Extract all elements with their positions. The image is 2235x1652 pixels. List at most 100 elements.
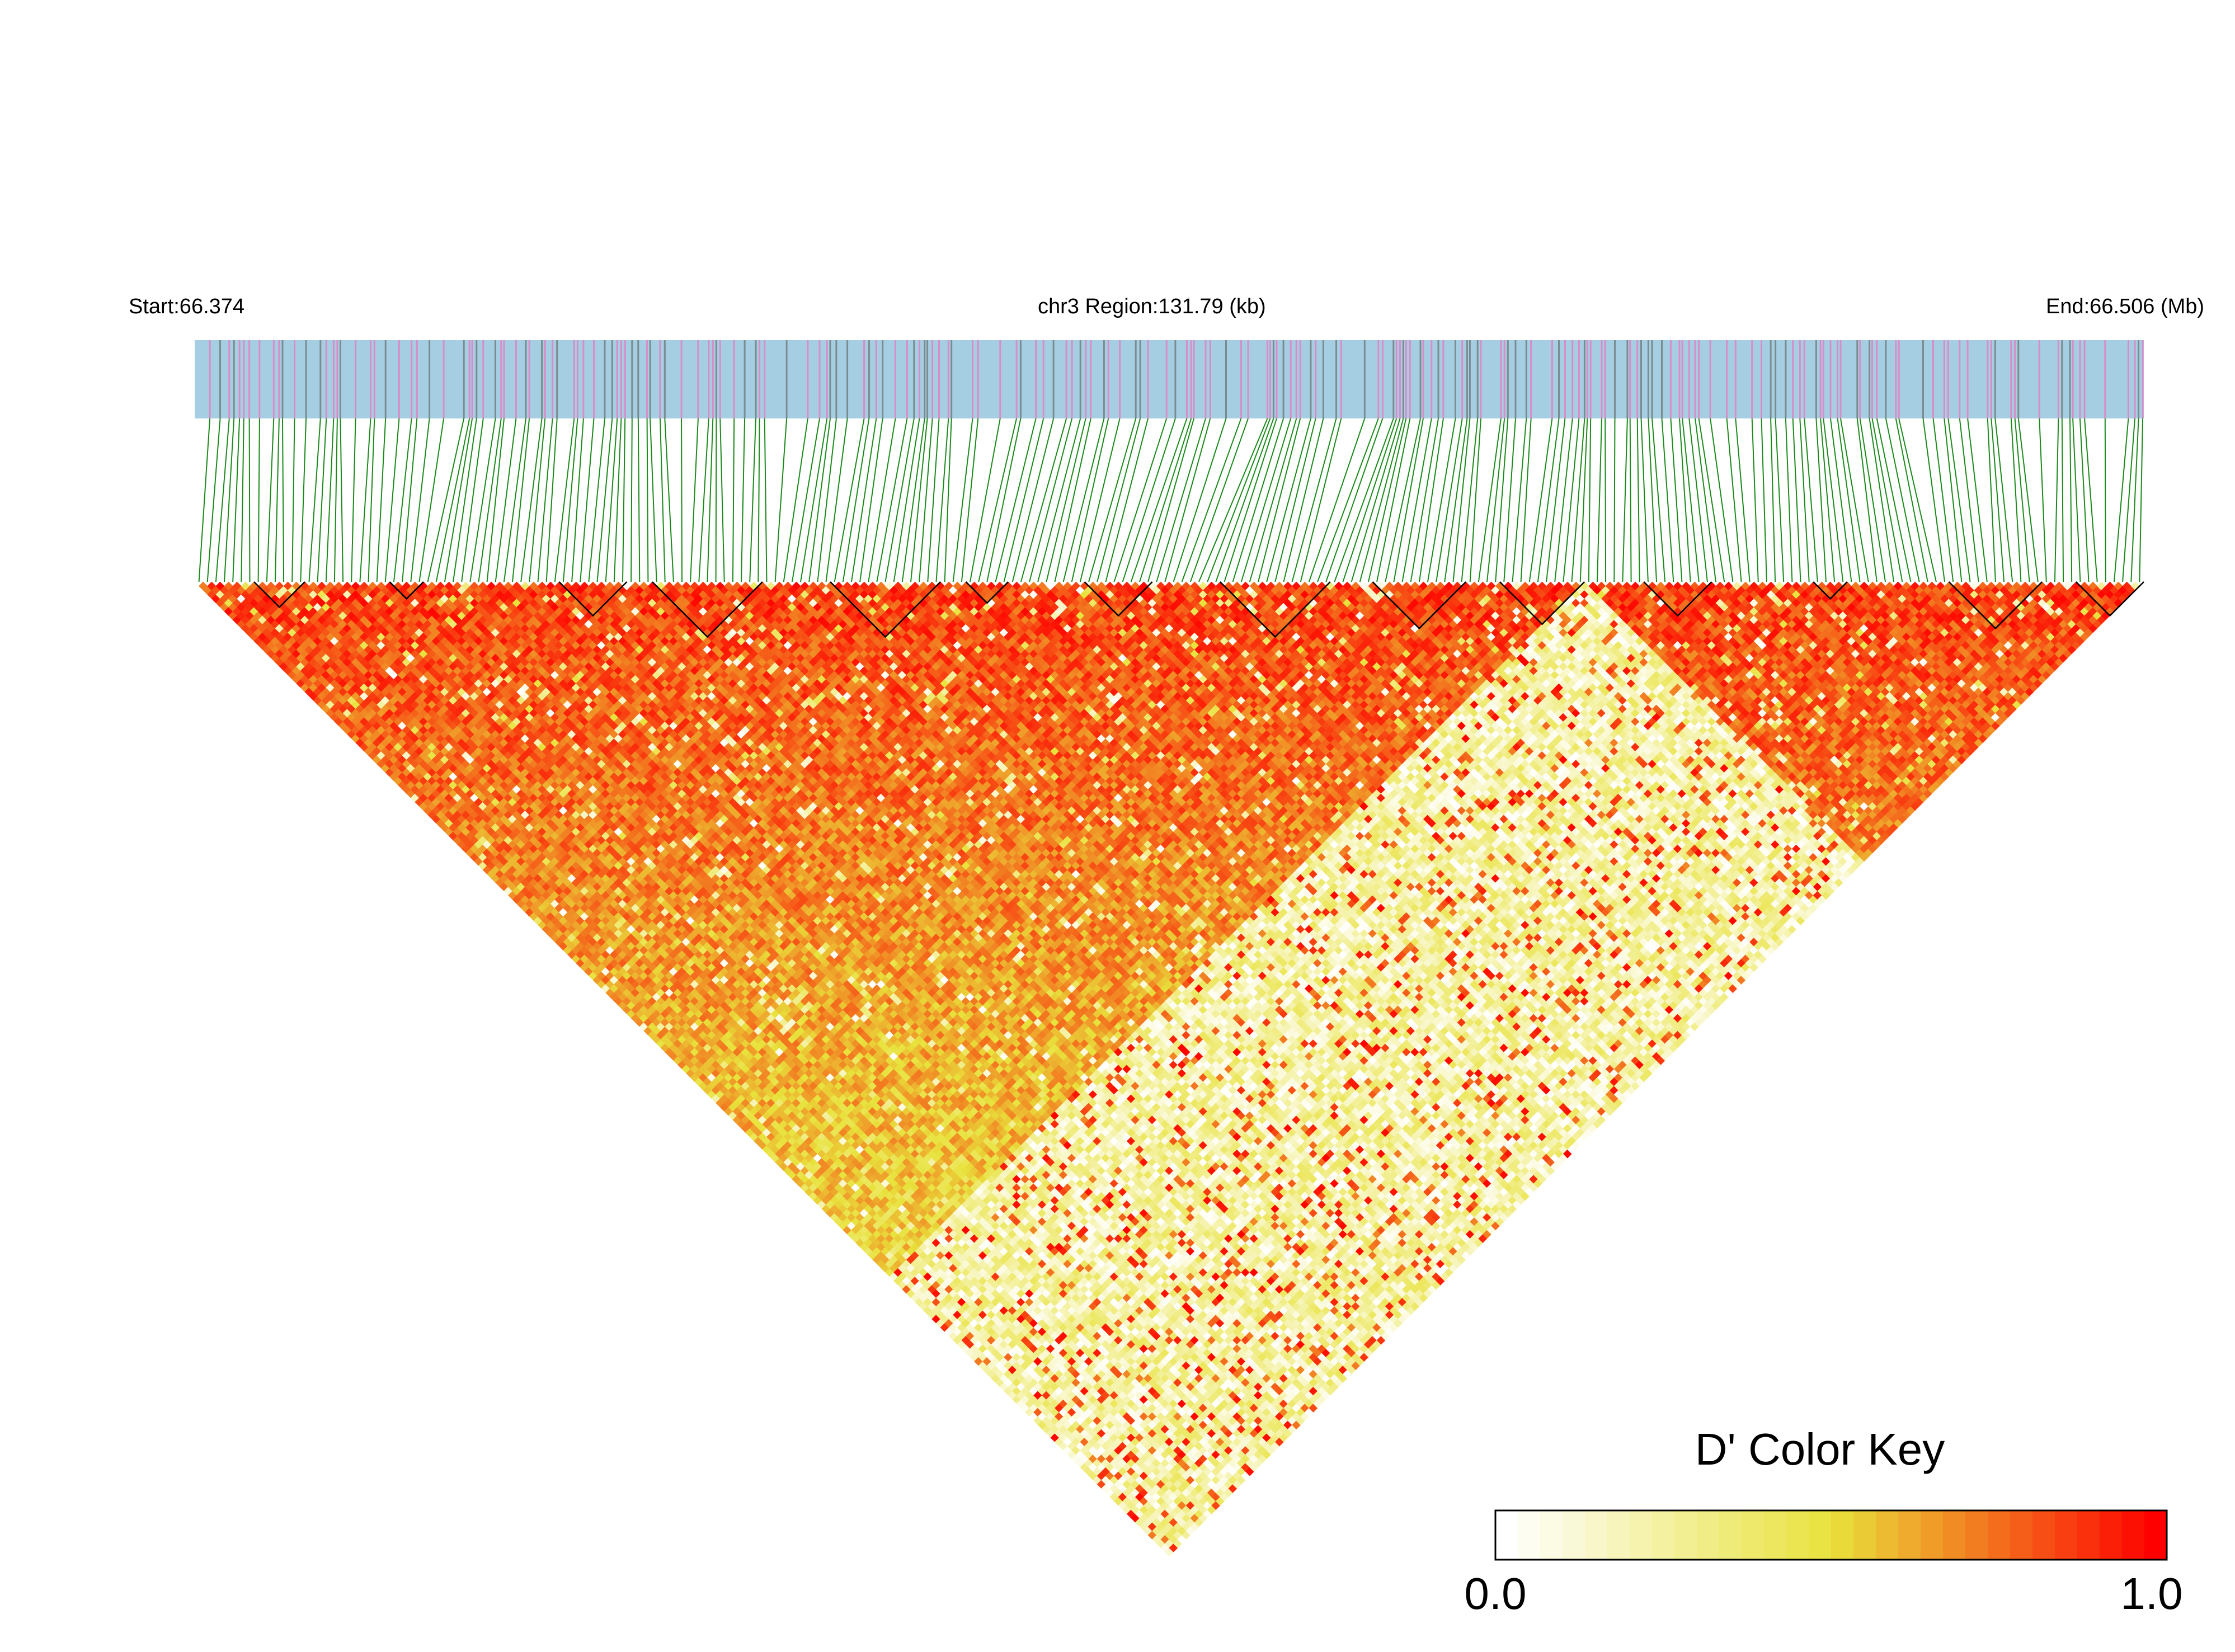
snp-mark bbox=[1830, 340, 1832, 418]
snp-mark bbox=[1273, 340, 1274, 418]
snp-mark bbox=[500, 340, 502, 418]
snp-connector bbox=[1572, 418, 1585, 582]
snp-mark bbox=[1815, 340, 1817, 418]
snp-mark bbox=[819, 340, 821, 418]
snp-mark bbox=[1020, 340, 1022, 418]
snp-mark bbox=[1080, 340, 1081, 418]
snp-mark bbox=[1959, 340, 1960, 418]
snp-connector bbox=[402, 418, 417, 582]
snp-connector bbox=[555, 418, 575, 582]
snp-connector bbox=[945, 418, 952, 582]
snp-mark bbox=[1856, 340, 1858, 418]
snp-mark bbox=[1166, 340, 1168, 418]
snp-mark bbox=[1053, 340, 1055, 418]
snp-mark bbox=[868, 340, 870, 418]
snp-connector bbox=[1800, 418, 1809, 582]
snp-connector bbox=[2011, 418, 2021, 582]
snp-position-track bbox=[195, 340, 2144, 418]
snp-mark bbox=[1640, 340, 1642, 418]
snp-mark bbox=[2010, 340, 2012, 418]
snp-connector bbox=[563, 418, 578, 582]
snp-mark bbox=[1840, 340, 1842, 418]
snp-mark bbox=[541, 340, 543, 418]
snp-mark bbox=[1377, 340, 1379, 418]
snp-connector bbox=[335, 418, 337, 582]
snp-mark bbox=[416, 340, 418, 418]
snp-connector bbox=[1394, 418, 1423, 582]
snp-connector bbox=[1191, 418, 1248, 582]
snp-connector bbox=[300, 418, 306, 582]
snp-mark bbox=[764, 340, 765, 418]
snp-mark bbox=[659, 340, 661, 418]
snp-mark bbox=[1248, 340, 1249, 418]
snp-mark bbox=[1135, 340, 1137, 418]
snp-connector bbox=[1352, 418, 1400, 582]
snp-mark bbox=[1300, 340, 1301, 418]
snp-connector bbox=[650, 418, 657, 582]
snp-connector bbox=[326, 418, 334, 582]
snp-mark bbox=[333, 340, 335, 418]
snp-mark bbox=[1423, 340, 1424, 418]
snp-mark bbox=[1947, 340, 1949, 418]
snp-mark bbox=[1515, 340, 1517, 418]
snp-mark bbox=[948, 340, 949, 418]
snp-connector bbox=[2085, 418, 2097, 582]
snp-mark bbox=[1626, 340, 1628, 418]
snp-mark bbox=[1895, 340, 1897, 418]
snp-mark bbox=[495, 340, 496, 418]
snp-mark bbox=[1461, 340, 1463, 418]
snp-mark bbox=[1403, 340, 1404, 418]
snp-connector bbox=[2123, 418, 2135, 582]
snp-mark bbox=[786, 340, 788, 418]
snp-mark bbox=[1551, 340, 1553, 418]
snp-mark bbox=[1016, 340, 1018, 418]
snp-mark bbox=[1431, 340, 1432, 418]
snp-connector bbox=[707, 418, 713, 582]
snp-mark bbox=[1651, 340, 1653, 418]
snp-connector bbox=[741, 418, 745, 582]
snp-mark bbox=[239, 340, 241, 418]
snp-connector bbox=[716, 418, 717, 582]
snp-mark bbox=[1614, 340, 1616, 418]
snp-mark bbox=[219, 340, 221, 418]
snp-connector bbox=[2070, 418, 2072, 582]
snp-mark bbox=[469, 340, 470, 418]
snp-connector bbox=[886, 418, 914, 582]
snp-connector bbox=[2080, 418, 2089, 582]
snp-mark bbox=[926, 340, 928, 418]
snp-mark bbox=[1364, 340, 1366, 418]
snp-connector bbox=[1820, 418, 1834, 582]
snp-mark bbox=[1140, 340, 1141, 418]
snp-mark bbox=[1859, 340, 1861, 418]
snp-mark bbox=[2138, 340, 2139, 418]
snp-mark bbox=[1837, 340, 1838, 418]
snp-mark bbox=[1399, 340, 1401, 418]
snp-mark bbox=[1898, 340, 1900, 418]
snp-mark bbox=[2069, 340, 2071, 418]
snp-mark bbox=[1994, 340, 1996, 418]
snp-connector bbox=[2105, 418, 2106, 582]
snp-mark bbox=[1967, 340, 1969, 418]
snp-mark bbox=[759, 340, 760, 418]
snp-mark bbox=[243, 340, 244, 418]
snp-mark bbox=[1269, 340, 1271, 418]
snp-connector bbox=[1555, 418, 1573, 582]
snp-connector bbox=[470, 418, 495, 582]
snp-mark bbox=[1296, 340, 1297, 418]
snp-connector bbox=[1752, 418, 1758, 582]
snp-mark bbox=[1043, 340, 1044, 418]
snp-mark bbox=[1820, 340, 1822, 418]
snp-mark bbox=[1679, 340, 1681, 418]
snp-mark bbox=[1290, 340, 1292, 418]
snp-connector bbox=[547, 418, 557, 582]
snp-connector bbox=[750, 418, 756, 582]
snp-mark bbox=[1480, 340, 1482, 418]
snp-connector bbox=[647, 418, 648, 582]
snp-connector bbox=[1148, 418, 1194, 582]
snp-mark bbox=[544, 340, 546, 418]
snp-mark bbox=[1871, 340, 1873, 418]
snp-connector bbox=[970, 418, 1000, 582]
snp-connector bbox=[292, 418, 294, 582]
snp-connector bbox=[978, 418, 1017, 582]
snp-connector bbox=[1165, 418, 1210, 582]
